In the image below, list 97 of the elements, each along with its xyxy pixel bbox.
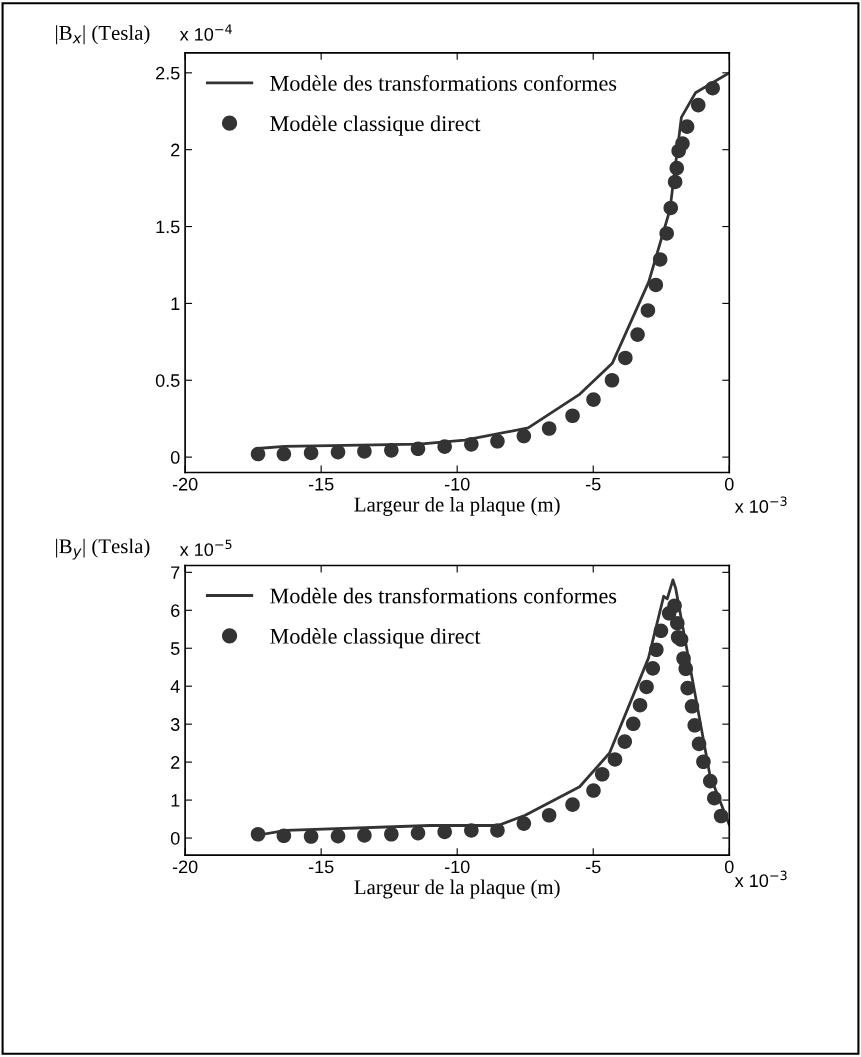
point	[680, 680, 695, 696]
point	[649, 642, 664, 658]
point	[630, 327, 645, 342]
point	[303, 829, 319, 844]
point	[490, 823, 505, 838]
x-tick-label: -15	[308, 860, 334, 874]
point	[659, 226, 674, 241]
point	[357, 444, 372, 459]
point	[625, 716, 641, 732]
point	[357, 828, 372, 843]
point	[384, 443, 399, 458]
point	[464, 437, 479, 452]
point	[250, 446, 266, 462]
y-tick-label: 0	[170, 831, 180, 845]
point	[702, 773, 718, 789]
point	[464, 823, 479, 838]
point	[667, 174, 683, 190]
point	[586, 392, 601, 407]
point	[618, 350, 633, 366]
point	[684, 699, 700, 714]
point	[541, 421, 557, 436]
y-tick-label: 6	[171, 604, 180, 618]
y-tick-label: 3	[170, 718, 180, 731]
y-tick-label: 4	[170, 680, 180, 693]
y-tick-label: 1.5	[156, 220, 180, 234]
text: x 10$^{−3}$	[734, 870, 787, 888]
x-tick-label: -10	[444, 860, 470, 874]
point	[330, 828, 346, 844]
point	[303, 445, 319, 461]
x-axis-title: Largeur de la plaque (m)	[354, 879, 560, 899]
point	[652, 252, 668, 267]
x-tick-label: 0	[724, 860, 734, 874]
point	[653, 623, 669, 639]
x-tick-label: -10	[444, 477, 470, 491]
point	[565, 797, 580, 812]
point	[645, 661, 661, 676]
point	[713, 808, 729, 824]
y-axis-title: |B$_{y}$| (Tesla)	[56, 538, 150, 560]
text: x 10$^{−3}$	[734, 496, 787, 513]
point	[669, 160, 685, 176]
point	[690, 97, 706, 113]
x-tick-label: 0	[724, 477, 734, 491]
point	[516, 428, 532, 444]
point	[705, 80, 720, 96]
point	[565, 408, 580, 424]
point	[490, 433, 505, 449]
y-tick-label: 1	[171, 794, 180, 807]
point	[678, 661, 694, 677]
point	[640, 303, 656, 318]
text: x 10$^{−4}$	[179, 24, 232, 41]
point	[250, 826, 266, 842]
x-tick-label: -20	[172, 477, 198, 491]
point	[679, 119, 695, 134]
point	[607, 752, 623, 767]
x-tick-label: -20	[172, 860, 198, 874]
point	[330, 444, 346, 460]
point	[675, 136, 690, 151]
y-tick-label: 0	[170, 451, 180, 464]
y-tick-label: 1	[171, 297, 180, 310]
point	[586, 783, 601, 798]
y-tick-label: 2.5	[156, 66, 180, 80]
point	[617, 734, 633, 749]
point	[696, 754, 711, 770]
point	[604, 372, 620, 388]
point	[670, 615, 685, 631]
legend-label: Modèle classique direct	[270, 628, 481, 649]
point	[632, 697, 648, 713]
point	[687, 718, 702, 733]
point	[541, 807, 557, 823]
point	[276, 446, 292, 462]
point	[410, 441, 426, 457]
point	[516, 816, 532, 831]
x-tick-label: -5	[586, 860, 601, 874]
x-axis-title: Largeur de la plaque (m)	[354, 496, 560, 516]
y-tick-label: 0.5	[155, 374, 180, 387]
x-tick-label: -5	[586, 478, 601, 491]
y-tick-label: 2	[171, 756, 180, 769]
point	[384, 826, 399, 842]
legend-label: Modèle des transformations conformes	[270, 74, 617, 91]
point	[648, 277, 664, 293]
legend-label: Modèle classique direct	[270, 115, 481, 136]
y-axis-title: |B$_{x}$| (Tesla)	[56, 25, 150, 45]
point	[410, 825, 426, 841]
y-tick-label: 2	[171, 143, 180, 157]
y-tick-label: 5	[170, 642, 180, 655]
legend-label: Modèle des transformations conformes	[270, 587, 617, 604]
x-tick-label: -15	[308, 478, 334, 491]
point	[437, 439, 452, 454]
y-tick-label: 7	[171, 566, 180, 579]
point	[276, 828, 292, 844]
point	[667, 598, 682, 614]
point	[691, 736, 707, 752]
text: x 10$^{−5}$	[179, 539, 232, 557]
point	[663, 200, 679, 216]
point	[707, 790, 722, 806]
point	[639, 679, 654, 695]
point	[594, 766, 610, 782]
